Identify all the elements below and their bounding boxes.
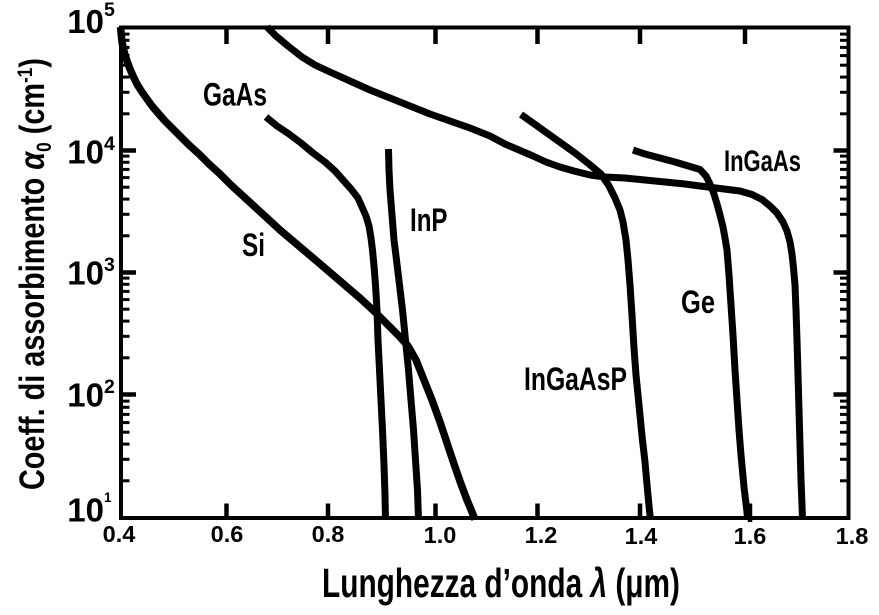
- svg-text:0.8: 0.8: [312, 521, 345, 547]
- svg-text:4: 4: [104, 133, 115, 155]
- svg-text:10: 10: [67, 3, 104, 40]
- svg-text:2: 2: [104, 376, 115, 398]
- svg-text:10: 10: [67, 377, 104, 414]
- svg-text:Coeff. di assorbimento α0 (cm-: Coeff. di assorbimento α0 (cm-1): [13, 58, 56, 490]
- svg-text:0.4: 0.4: [103, 521, 136, 547]
- svg-text:0.6: 0.6: [211, 521, 244, 547]
- svg-text:1: 1: [104, 490, 112, 505]
- svg-text:1.0: 1.0: [424, 522, 457, 548]
- svg-text:1.4: 1.4: [625, 523, 658, 549]
- svg-text:Lunghezza d’onda λ (μm): Lunghezza d’onda λ (μm): [322, 560, 680, 606]
- svg-text:1.2: 1.2: [525, 522, 558, 548]
- svg-text:10: 10: [67, 255, 104, 292]
- svg-text:Ge: Ge: [681, 284, 715, 320]
- svg-text:1.8: 1.8: [836, 523, 869, 549]
- svg-text:InGaAs: InGaAs: [724, 145, 801, 178]
- svg-text:10: 10: [67, 134, 104, 171]
- svg-text:InP: InP: [410, 202, 448, 238]
- svg-text:3: 3: [104, 254, 115, 276]
- svg-text:GaAs: GaAs: [203, 77, 267, 113]
- svg-text:5: 5: [104, 0, 115, 21]
- svg-text:Si: Si: [242, 227, 265, 263]
- svg-text:10: 10: [67, 492, 104, 529]
- svg-text:1.6: 1.6: [734, 523, 767, 549]
- svg-text:InGaAsP: InGaAsP: [524, 361, 627, 397]
